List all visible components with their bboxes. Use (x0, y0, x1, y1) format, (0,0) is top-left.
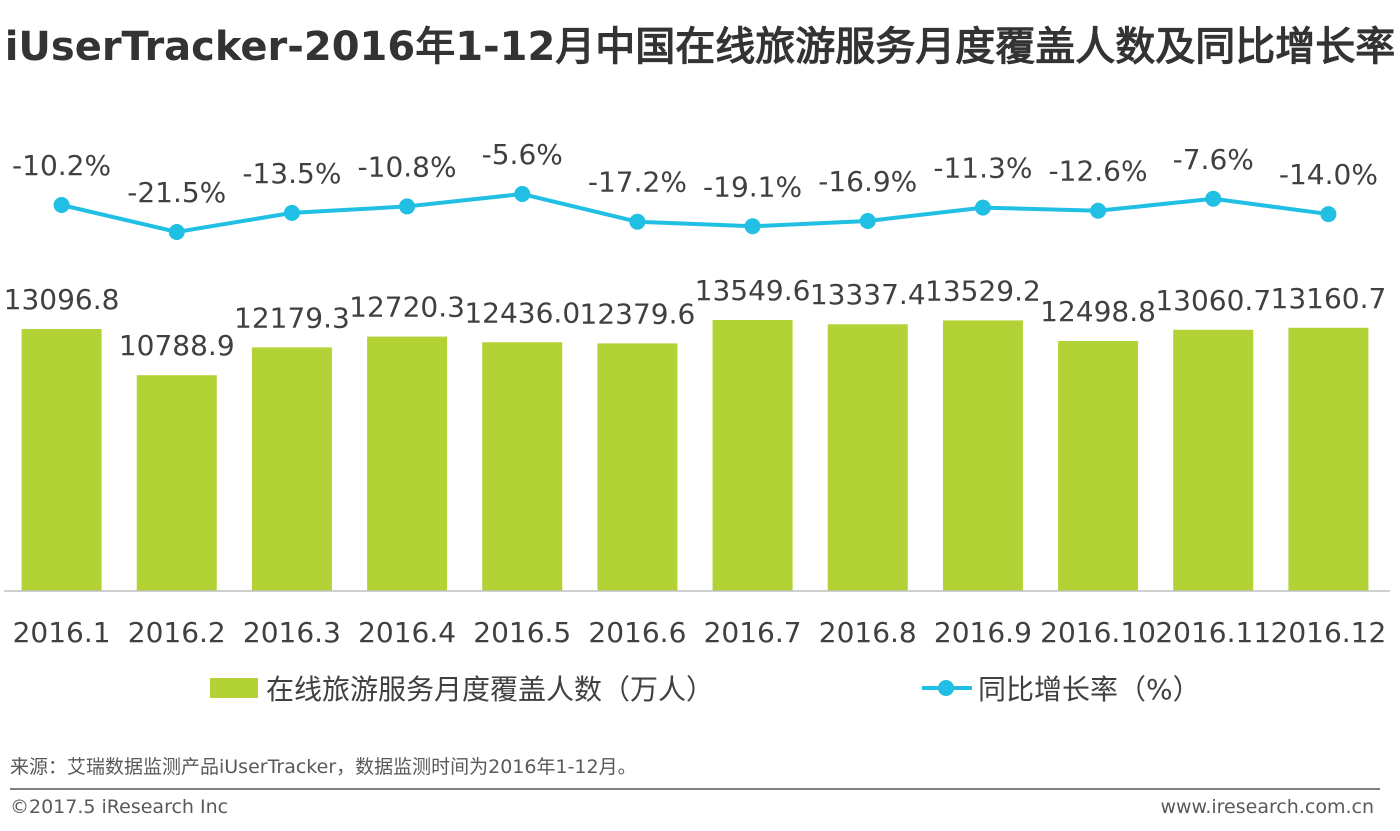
growth-label-2016.7: -19.1% (703, 170, 802, 203)
growth-point-2016.4 (399, 198, 416, 215)
bar-2016.4 (367, 336, 448, 591)
legend-item-line: 同比增长率（%） (922, 668, 1201, 708)
growth-label-2016.9: -11.3% (933, 152, 1032, 185)
growth-point-2016.10 (1090, 202, 1107, 219)
website-link[interactable]: www.iresearch.com.cn (1160, 796, 1374, 818)
bar-label-2016.2: 10788.9 (119, 329, 235, 362)
legend-bar-label: 在线旅游服务月度覆盖人数（万人） (266, 673, 715, 706)
bar-label-2016.6: 12379.6 (580, 297, 696, 330)
legend-line-swatch (922, 678, 972, 698)
x-tick-label-2016.11: 2016.11 (1155, 616, 1271, 649)
growth-line (61, 191, 1329, 235)
x-tick-label-2016.6: 2016.6 (588, 616, 686, 649)
x-tick-label-2016.8: 2016.8 (819, 616, 917, 649)
bar-label-2016.8: 13337.4 (810, 278, 926, 311)
growth-point-2016.11 (1205, 190, 1222, 207)
growth-label-2016.4: -10.8% (358, 150, 457, 183)
growth-label-2016.8: -16.9% (818, 165, 917, 198)
bar-label-2016.3: 12179.3 (234, 301, 350, 334)
bar-2016.3 (251, 347, 332, 591)
bar-2016.1 (21, 329, 102, 591)
legend-item-bar: 在线旅游服务月度覆盖人数（万人） (210, 668, 714, 708)
bar-label-2016.7: 13549.6 (695, 274, 811, 307)
bar-label-2016.11: 13060.7 (1155, 284, 1271, 317)
growth-point-2016.9 (974, 199, 991, 216)
chart-title: iUserTracker-2016年1-12月中国在线旅游服务月度覆盖人数及同比… (4, 24, 1396, 70)
growth-label-2016.6: -17.2% (588, 166, 687, 199)
footer-divider (10, 788, 1380, 790)
growth-point-2016.6 (629, 213, 646, 230)
bar-2016.6 (597, 343, 678, 591)
bar-label-2016.9: 13529.2 (925, 274, 1041, 307)
bar-label-2016.4: 12720.3 (349, 291, 465, 324)
growth-label-2016.5: -5.6% (482, 138, 563, 171)
x-tick-label-2016.10: 2016.10 (1040, 616, 1156, 649)
bar-label-2016.1: 13096.8 (4, 283, 120, 316)
bar-2016.7 (712, 320, 793, 591)
x-tick-label-2016.3: 2016.3 (243, 616, 341, 649)
bar-2016.2 (136, 375, 217, 591)
bar-label-2016.12: 13160.7 (1271, 282, 1387, 315)
bar-2016.10 (1058, 341, 1139, 591)
bar-2016.5 (482, 342, 563, 591)
growth-point-2016.1 (53, 196, 70, 213)
growth-label-2016.2: -21.5% (127, 176, 226, 209)
x-tick-label-2016.12: 2016.12 (1271, 616, 1387, 649)
growth-point-2016.3 (283, 204, 300, 221)
x-tick-label-2016.5: 2016.5 (473, 616, 571, 649)
x-tick-label-2016.9: 2016.9 (934, 616, 1032, 649)
growth-label-2016.11: -7.6% (1173, 143, 1254, 176)
bar-2016.11 (1173, 329, 1254, 591)
x-tick-label-2016.7: 2016.7 (704, 616, 802, 649)
x-tick-label-2016.1: 2016.1 (13, 616, 111, 649)
growth-point-2016.7 (744, 218, 761, 235)
x-tick-label-2016.2: 2016.2 (128, 616, 226, 649)
source-note: 来源：艾瑞数据监测产品iUserTracker，数据监测时间为2016年1-12… (10, 756, 637, 778)
copyright: ©2017.5 iResearch Inc (10, 796, 229, 818)
growth-point-2016.2 (168, 224, 185, 240)
growth-label-2016.3: -13.5% (242, 157, 341, 190)
growth-point-2016.12 (1320, 206, 1337, 223)
legend-bar-swatch (210, 678, 258, 698)
x-tick-label-2016.4: 2016.4 (358, 616, 456, 649)
bar-2016.12 (1288, 327, 1369, 591)
growth-label-2016.10: -12.6% (1049, 155, 1148, 188)
bar-label-2016.10: 12498.8 (1040, 295, 1156, 328)
growth-point-2016.5 (514, 186, 531, 202)
legend-line-label: 同比增长率（%） (978, 673, 1201, 706)
bar-2016.9 (942, 320, 1023, 591)
growth-label-2016.1: -10.2% (12, 149, 111, 182)
bar-2016.8 (827, 324, 908, 591)
growth-label-2016.12: -14.0% (1279, 158, 1378, 191)
growth-point-2016.8 (859, 213, 876, 230)
bar-label-2016.5: 12436.0 (464, 296, 580, 329)
